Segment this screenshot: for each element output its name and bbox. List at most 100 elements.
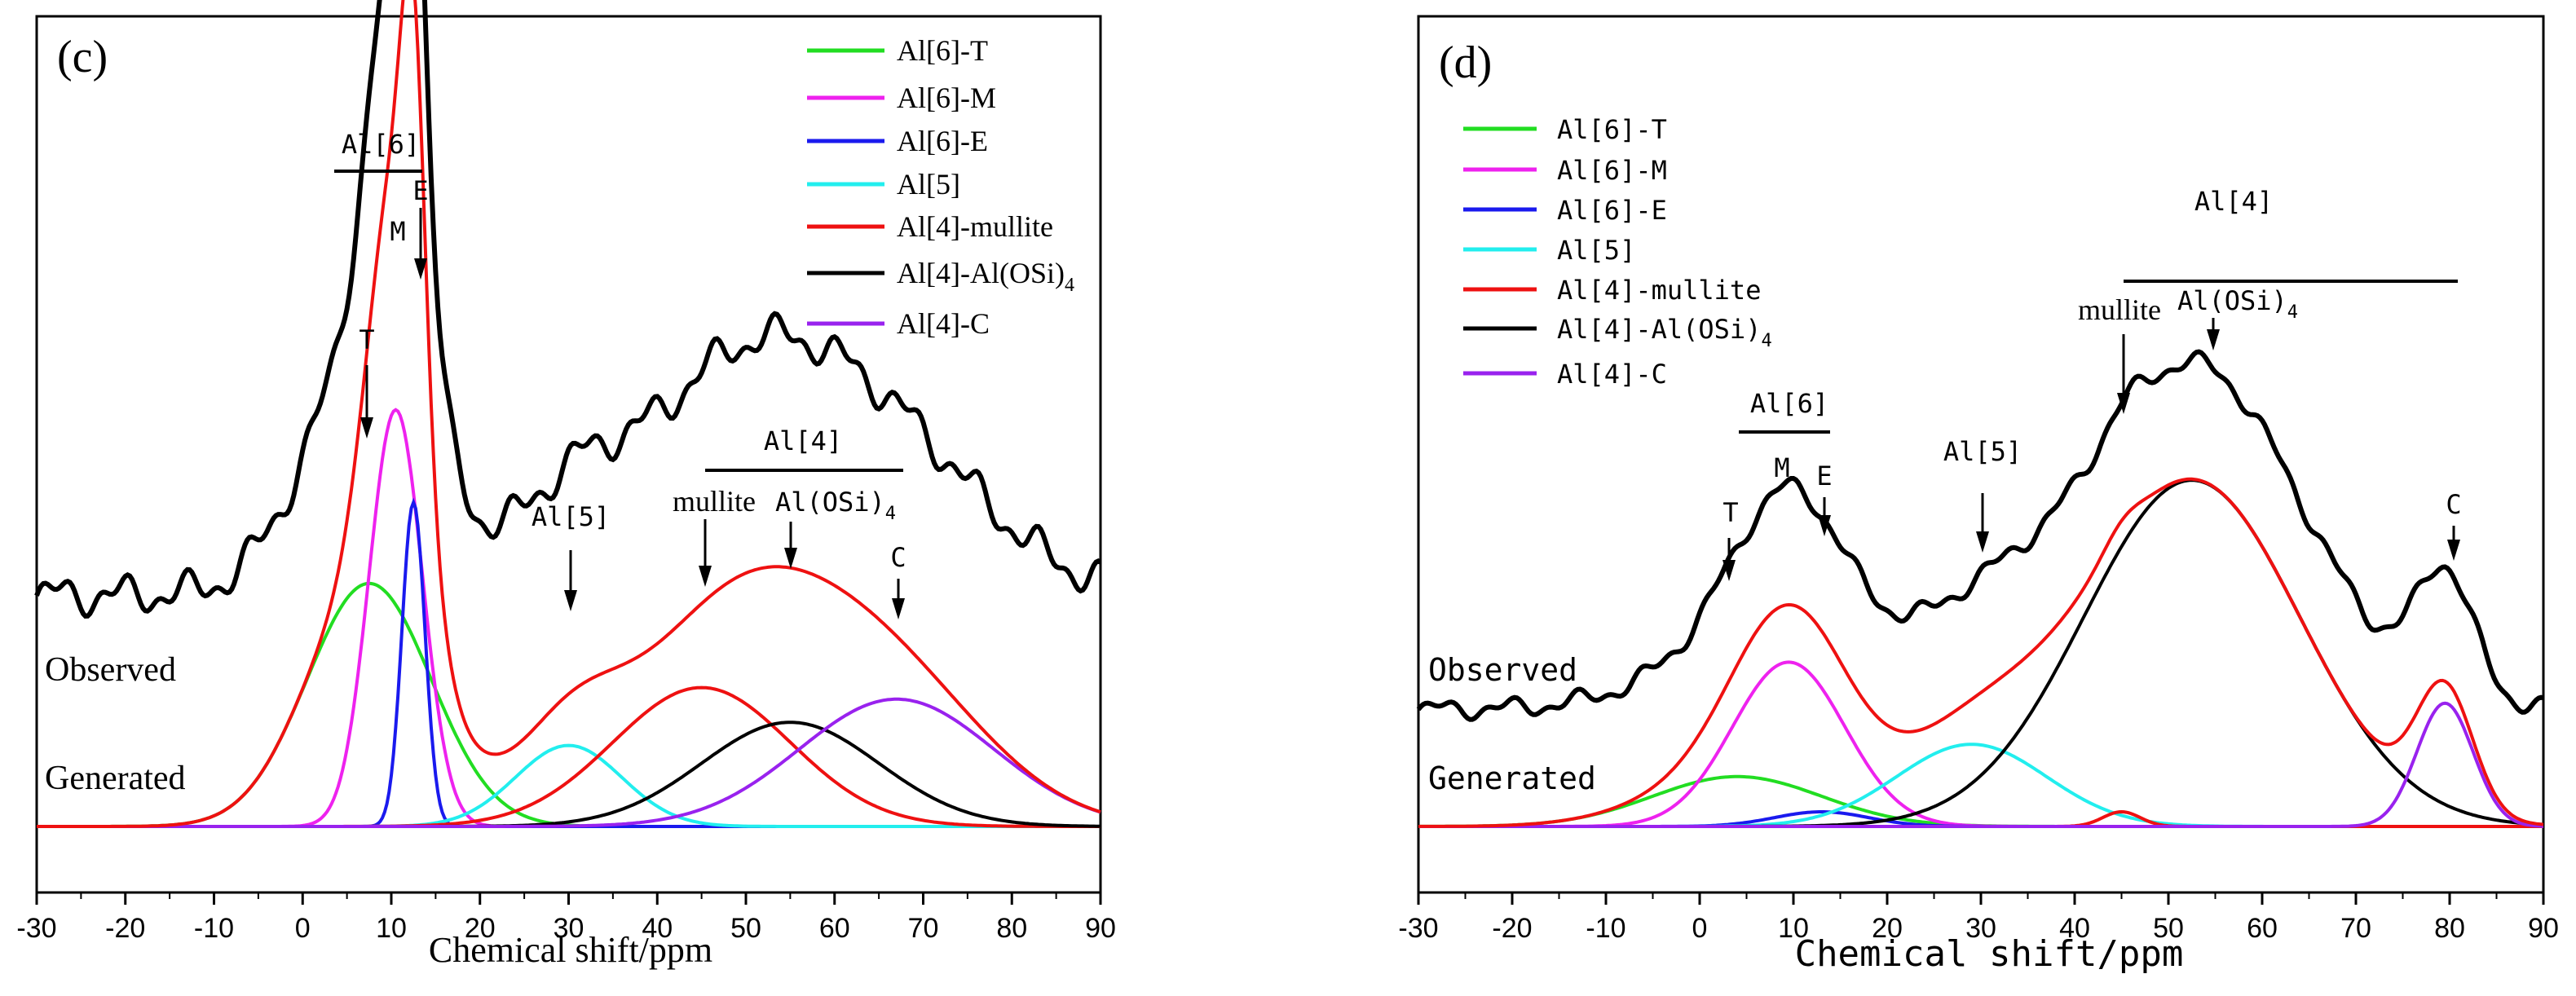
series-al-6-t <box>37 581 1101 828</box>
annotations: Al[4] mullite Al(OSi)4 Al[6] M E T Al[5]… <box>1722 186 2462 581</box>
legend-label: Al[4]-mullite <box>1557 275 1761 306</box>
panel-d: -30 -20 -10 0 10 20 30 40 50 60 70 80 90 (d) Chemica… <box>1398 15 2559 975</box>
x-tick-label: 70 <box>908 913 939 944</box>
series-al-6-e <box>37 497 1101 828</box>
x-tick-label: 50 <box>2153 913 2184 944</box>
mullite-label: mullite <box>2078 293 2161 326</box>
generated-curve <box>1418 477 2544 828</box>
al6-group-label: Al[6] <box>342 129 420 160</box>
legend-label: Al[6]-M <box>1557 155 1667 186</box>
marker-t-label: T <box>359 324 374 355</box>
x-tick-label: 70 <box>2340 913 2371 944</box>
x-axis-label: Chemical shift/ppm <box>1795 933 2184 975</box>
generated-label: Generated <box>1428 760 1596 796</box>
arrow-al5-head <box>564 590 577 611</box>
series-al-4-c <box>37 697 1101 828</box>
marker-t-label: T <box>1722 497 1738 528</box>
observed-label: Observed <box>45 651 176 689</box>
x-tick-label: -10 <box>1586 913 1625 944</box>
x-tick-label: 60 <box>819 913 850 944</box>
alosi-label: Al(OSi)4 <box>775 487 896 524</box>
legend-label: Al[6]-E <box>1557 195 1667 226</box>
arrow-alosi-head <box>784 548 797 569</box>
generated-curve <box>37 0 1101 828</box>
x-tick-label: -30 <box>16 913 56 944</box>
legend-label: Al[4]-mullite <box>897 210 1053 243</box>
x-tick-label: -30 <box>1398 913 1438 944</box>
observed-curve <box>34 0 1102 619</box>
legend-label: Al[6]-E <box>897 125 988 157</box>
x-tick-label: 60 <box>2247 913 2278 944</box>
generated-label: Generated <box>45 760 186 797</box>
legend-label: Al[4]-Al(OSi)4 <box>897 257 1074 296</box>
spectra <box>1416 349 2544 828</box>
x-tick-label: -10 <box>194 913 234 944</box>
marker-c-label: C <box>890 542 906 573</box>
series-al-4-mullite <box>37 685 1101 828</box>
al5-label: Al[5] <box>532 501 610 532</box>
arrow-c-head <box>892 598 905 619</box>
arrow-e-head <box>1818 515 1831 536</box>
arrow-al5-head <box>1976 531 1989 553</box>
annotations: Al[6] M E T Al[4] mullite Al(OSi)4 Al[5]… <box>334 129 906 619</box>
x-tick-label: 40 <box>642 913 673 944</box>
legend-label: Al[4]-C <box>897 307 990 340</box>
mullite-label: mullite <box>673 485 756 518</box>
series-al-5- <box>37 743 1101 828</box>
x-tick-label: -20 <box>105 913 145 944</box>
x-axis-ticks: -30 -20 -10 0 10 20 30 40 50 60 70 80 90 <box>16 892 1116 944</box>
legend-label: Al[6]-T <box>1557 114 1667 145</box>
x-tick-label: 20 <box>1872 913 1903 944</box>
x-tick-label: 10 <box>376 913 407 944</box>
series-al-6-m <box>37 408 1101 828</box>
series-al-4-c <box>1418 701 2544 828</box>
legend-label: Al[6]-M <box>897 82 996 114</box>
legend-label: Al[4]-Al(OSi)4 <box>1557 314 1772 351</box>
al6-group-label: Al[6] <box>1750 388 1828 419</box>
x-tick-label: 20 <box>465 913 496 944</box>
spectra <box>34 0 1102 828</box>
legend: Al[6]-T Al[6]-M Al[6]-E Al[5] Al[4]-mull… <box>807 34 1074 340</box>
marker-m-label: M <box>1774 452 1789 483</box>
arrow-e-head <box>414 258 427 280</box>
arrow-t-head <box>360 417 373 439</box>
panel-c: -30 -20 -10 0 10 20 30 40 50 60 70 80 90 (c) Chemica… <box>16 0 1116 970</box>
arrow-c-head <box>2447 540 2460 561</box>
x-tick-label: 10 <box>1778 913 1809 944</box>
legend-label: Al[5] <box>897 168 960 201</box>
observed-label: Observed <box>1428 652 1577 688</box>
series-al-4-al-osi-4 <box>37 721 1101 828</box>
panel-label: (d) <box>1439 37 1492 88</box>
x-tick-label: 80 <box>996 913 1027 944</box>
al4-group-label: Al[4] <box>2194 186 2273 217</box>
legend-label: Al[4]-C <box>1557 359 1667 390</box>
observed-curve <box>1416 349 2544 722</box>
marker-c-label: C <box>2446 489 2461 520</box>
x-tick-label: 40 <box>2059 913 2090 944</box>
arrow-t-head <box>1722 560 1736 581</box>
x-tick-label: -20 <box>1492 913 1532 944</box>
marker-m-label: M <box>390 216 405 247</box>
legend-label: Al[6]-T <box>897 34 988 67</box>
x-tick-label: 50 <box>730 913 761 944</box>
marker-e-label: E <box>412 175 428 206</box>
legend: Al[6]-T Al[6]-M Al[6]-E Al[5] Al[4]-mull… <box>1463 114 1772 390</box>
x-tick-label: 80 <box>2434 913 2465 944</box>
panel-label: (c) <box>57 32 108 82</box>
x-tick-label: 0 <box>295 913 311 944</box>
x-tick-label: 30 <box>1965 913 1996 944</box>
x-tick-label: 30 <box>554 913 584 944</box>
x-tick-label: 90 <box>2528 913 2559 944</box>
x-tick-label: 0 <box>1692 913 1708 944</box>
arrow-mullite-head <box>2117 393 2130 414</box>
alosi-label: Al(OSi)4 <box>2177 285 2298 323</box>
marker-e-label: E <box>1816 461 1832 491</box>
x-axis-ticks: -30 -20 -10 0 10 20 30 40 50 60 70 80 90 <box>1398 892 2559 944</box>
legend-label: Al[5] <box>1557 235 1635 266</box>
x-tick-label: 90 <box>1085 913 1116 944</box>
al5-label: Al[5] <box>1943 436 2022 467</box>
arrow-alosi-head <box>2207 329 2220 350</box>
al4-group-label: Al[4] <box>764 425 842 456</box>
arrow-mullite-head <box>699 566 712 587</box>
